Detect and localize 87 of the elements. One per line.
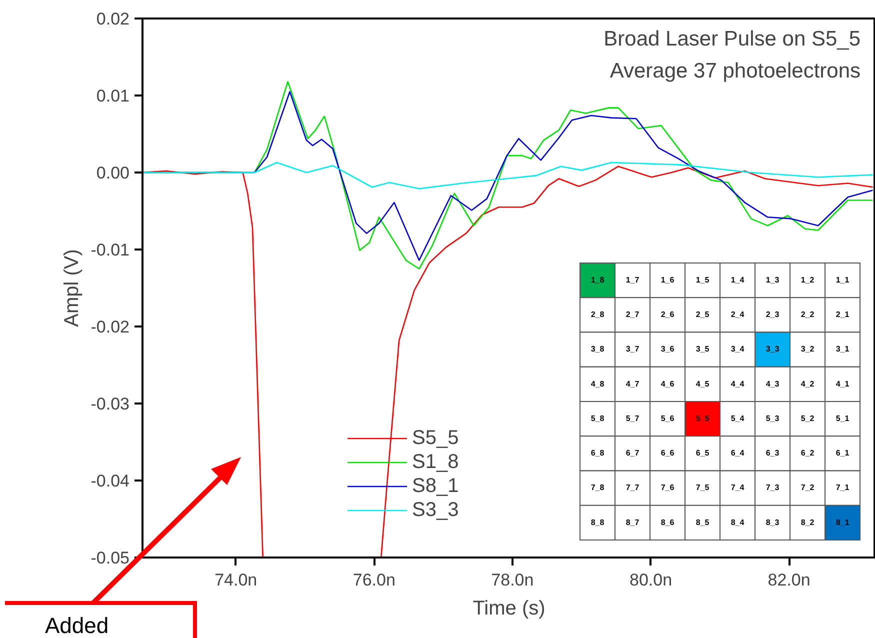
text: 6_8 bbox=[590, 448, 604, 458]
annotation: Broad Laser Pulse on S5_5 bbox=[604, 28, 861, 50]
y-tick-label: -0.01 bbox=[90, 240, 130, 260]
text: 6_7 bbox=[626, 448, 640, 458]
text: Added bbox=[45, 612, 109, 638]
text: 8_6 bbox=[660, 518, 674, 527]
x-tick-label: 80.0n bbox=[629, 570, 672, 590]
text: 2_3 bbox=[766, 310, 780, 320]
text: 6_3 bbox=[766, 448, 780, 458]
x-tick-label: 76.0n bbox=[352, 570, 396, 590]
text: 1_2 bbox=[800, 275, 814, 284]
text: 5_7 bbox=[626, 414, 640, 423]
legend-label: S5_5 bbox=[412, 426, 459, 450]
text: 5_6 bbox=[660, 414, 674, 423]
text: 5_3 bbox=[766, 414, 780, 423]
y-tick-label: 0.00 bbox=[96, 164, 130, 182]
y-tick-label: -0.05 bbox=[90, 548, 130, 568]
y-tick-label: -0.03 bbox=[90, 394, 130, 414]
x-axis-title: Time (s) bbox=[472, 598, 546, 620]
text: 1_1 bbox=[836, 275, 850, 284]
text: 2_1 bbox=[836, 310, 850, 320]
text: 6_2 bbox=[800, 448, 814, 458]
text: 5_8 bbox=[590, 414, 604, 423]
text: 5_1 bbox=[836, 414, 850, 423]
text: 7_4 bbox=[730, 483, 744, 492]
text: 2_8 bbox=[590, 310, 604, 320]
text: 7_5 bbox=[696, 483, 710, 492]
text: 8_5 bbox=[696, 518, 710, 527]
text: 3_5 bbox=[696, 344, 710, 354]
text: 6_6 bbox=[660, 448, 674, 458]
text: 8_8 bbox=[590, 518, 604, 527]
text: 4_5 bbox=[696, 379, 710, 388]
text: 6_5 bbox=[696, 448, 710, 458]
legend-label: S1_8 bbox=[412, 450, 459, 474]
text: 4_3 bbox=[766, 379, 780, 388]
text: 5_4 bbox=[730, 414, 744, 423]
annotation: Average 37 photoelectrons bbox=[610, 60, 861, 82]
text: 4_1 bbox=[836, 379, 850, 388]
y-tick-label: -0.04 bbox=[90, 472, 130, 490]
text: 1_7 bbox=[626, 275, 640, 284]
text: 2_4 bbox=[730, 310, 744, 320]
text: 8_1 bbox=[836, 518, 850, 527]
text: 1_5 bbox=[696, 275, 710, 284]
text: 8_7 bbox=[626, 518, 640, 527]
text: 4_6 bbox=[660, 379, 674, 388]
text: 4_2 bbox=[800, 379, 814, 388]
text: 7_1 bbox=[836, 483, 850, 492]
text: 2_5 bbox=[696, 310, 710, 320]
text: 7_7 bbox=[626, 483, 640, 492]
text: 3_6 bbox=[660, 344, 674, 354]
text: 3_7 bbox=[626, 344, 640, 354]
line-series bbox=[142, 162, 874, 190]
x-tick-label: 78.0n bbox=[491, 570, 534, 590]
text: 7_6 bbox=[660, 483, 674, 492]
legend-label: S3_3 bbox=[412, 498, 459, 522]
y-tick-label: 0.02 bbox=[96, 10, 130, 28]
text: 7_2 bbox=[800, 483, 814, 492]
legend-label: S8_1 bbox=[412, 474, 459, 498]
text: 3_2 bbox=[800, 344, 814, 354]
text: 8_4 bbox=[730, 518, 744, 527]
text: 7_8 bbox=[590, 483, 604, 492]
x-tick-label: 82.0n bbox=[768, 570, 810, 590]
text: 3_4 bbox=[730, 344, 744, 354]
text: 2_7 bbox=[626, 310, 640, 320]
text: 8_3 bbox=[766, 518, 780, 527]
text: 3_8 bbox=[590, 344, 604, 354]
text: 8_2 bbox=[800, 518, 814, 527]
text: 6_1 bbox=[836, 448, 850, 458]
text: 5_2 bbox=[800, 414, 814, 423]
text: 4_4 bbox=[730, 379, 744, 388]
text: 2_6 bbox=[660, 310, 674, 320]
text: 3_3 bbox=[766, 344, 780, 354]
text: 2_2 bbox=[800, 310, 814, 320]
text: 1_6 bbox=[660, 275, 674, 284]
y-axis-title: Ampl (V) bbox=[60, 249, 83, 327]
text: 5_5 bbox=[696, 414, 710, 423]
text: 1_4 bbox=[730, 275, 744, 284]
text: 4_7 bbox=[626, 379, 640, 388]
text: 6_4 bbox=[730, 448, 744, 458]
text: 3_1 bbox=[836, 344, 850, 354]
y-tick-label: 0.01 bbox=[96, 86, 130, 106]
y-tick-label: -0.02 bbox=[90, 318, 130, 336]
text: 1_8 bbox=[590, 275, 604, 284]
x-tick-label: 74.0n bbox=[214, 570, 258, 590]
text: 7_3 bbox=[766, 483, 780, 492]
text: 4_8 bbox=[590, 379, 604, 388]
text: 1_3 bbox=[766, 275, 780, 284]
